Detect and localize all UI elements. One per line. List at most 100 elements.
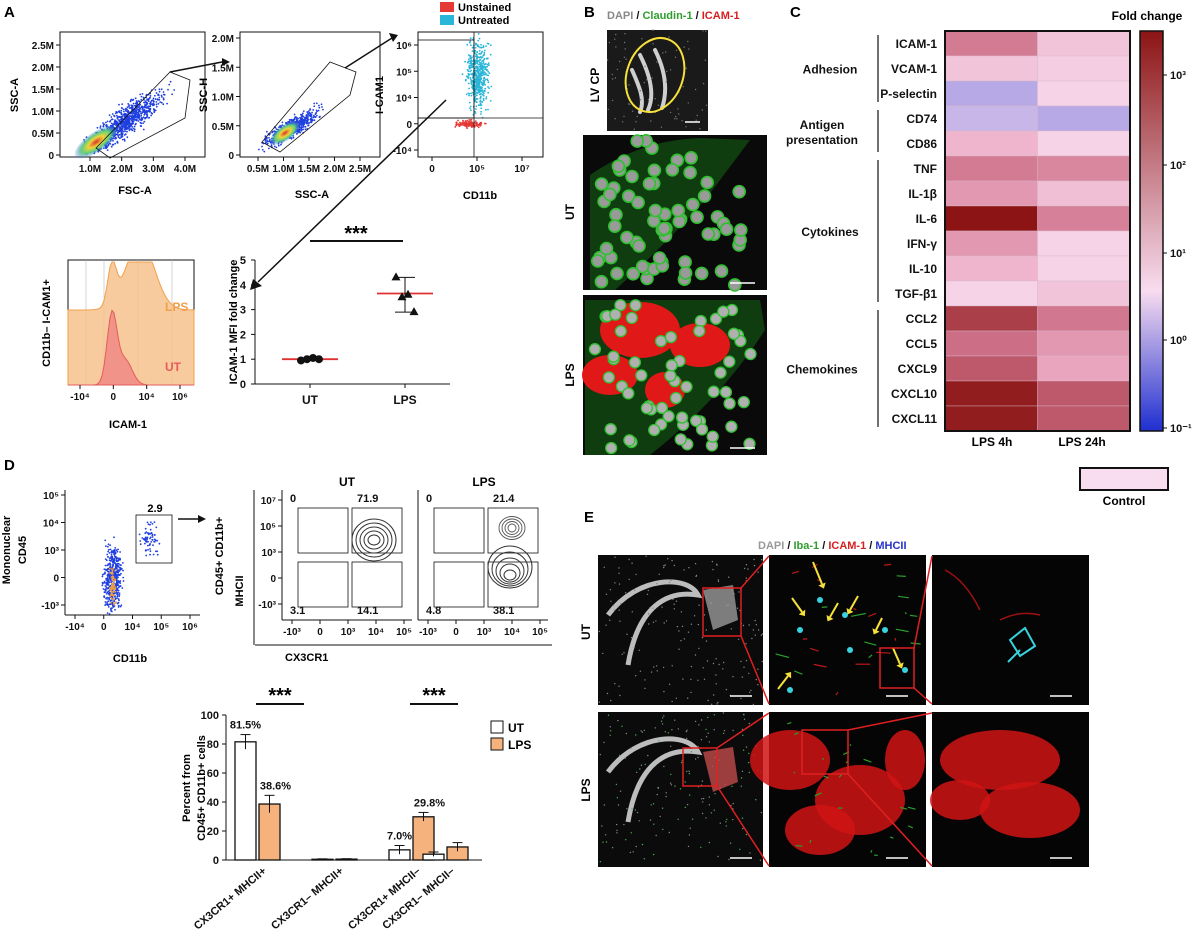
d-quad-value: 0 (426, 493, 432, 505)
e-speck (641, 731, 644, 733)
d-plot1-dot (104, 604, 106, 606)
panel-letter-e: E (584, 509, 594, 526)
a-mfi-ytick-label: 1 (240, 354, 246, 366)
e-speck (653, 823, 655, 825)
d-quad-xtick-label: 10³ (477, 627, 492, 638)
a-plot3-dot (471, 50, 474, 52)
d-plot1-dot (105, 559, 108, 562)
d-quad-contour (499, 563, 521, 583)
a-plot2-dot (302, 119, 305, 122)
d-bar-marks: 81.5%38.6%7.0%29.8% (230, 720, 469, 861)
d-plot1-dot (114, 576, 117, 579)
e-ut-vessel (944, 569, 1041, 621)
b-ut-nucleus (630, 134, 645, 148)
e-speck (630, 747, 632, 749)
a-plot3-dot (477, 79, 480, 82)
d-plot1-dot (112, 575, 114, 578)
e-fiber (813, 663, 827, 668)
title-part: / (819, 540, 828, 552)
d-quad-gate (433, 507, 485, 554)
e-arrow-head (818, 582, 826, 589)
a-plot1-dot (128, 129, 131, 132)
a-plot3-dot (474, 112, 477, 115)
e-speck (624, 757, 626, 759)
e-speck (628, 558, 630, 561)
e-speck (644, 763, 646, 766)
e-speck (698, 724, 700, 726)
a-plot1-dot (123, 124, 126, 126)
e-speck (602, 652, 604, 655)
d-plot1-dot (112, 567, 115, 570)
d-plot1-dot (103, 568, 106, 571)
a-plot3-dot (479, 89, 482, 92)
a-plot3-dot (482, 66, 485, 68)
d-plot1-dot (107, 556, 109, 558)
c-row-label: P-selectin (880, 87, 937, 101)
e-fiber (809, 647, 819, 652)
a-arrow-3 (257, 99, 447, 283)
e-speck (690, 691, 692, 694)
d-plot1-dot (115, 601, 117, 604)
e-speck (688, 834, 691, 836)
d-plot1-dot (101, 584, 104, 587)
a-plot3-dot (468, 41, 471, 44)
e-speck (678, 648, 680, 650)
a-plot1-dot (143, 120, 146, 123)
d-plot1-dot (114, 597, 117, 600)
e-speck (757, 629, 760, 631)
a-plot3-dot (477, 72, 479, 74)
e-speck (761, 660, 763, 663)
b-lvcp-speck (639, 90, 641, 92)
a-plot3-dot (468, 73, 471, 76)
b-lps-nucleus (744, 347, 757, 361)
a-plot2-dot (266, 130, 268, 133)
a-plot3-dot (478, 70, 480, 72)
c-heat-cell (944, 405, 1038, 432)
a-plot1-dot (162, 93, 165, 96)
a-plot3-dot (468, 54, 471, 57)
a-plot3-dot (487, 108, 489, 111)
e-arrow (875, 617, 883, 631)
b-lvcp-speck (675, 49, 678, 52)
d-quad-contour (501, 518, 523, 538)
a-plot3-dot (487, 70, 490, 73)
a-plot2-ylabel: SSC-H (198, 78, 210, 112)
a-plot1-dot (157, 94, 160, 96)
d-quad-xtick-label: 10³ (341, 627, 356, 638)
d-plot1-dot (115, 549, 118, 552)
a-plot2-dot (315, 112, 318, 114)
a-plot3-dot (485, 96, 488, 98)
a-plot3-xtick-label: 10⁵ (469, 164, 485, 175)
d-plot1-dot (150, 521, 152, 524)
b-ut-nucleus (672, 214, 687, 229)
e-speck (717, 701, 719, 704)
c-heat-cell (944, 80, 1038, 107)
a-plot3-dot (479, 63, 482, 66)
a-plot1-dot (130, 104, 133, 107)
a-plot1-dot (126, 121, 128, 124)
d-plot1-dot (107, 600, 110, 603)
d-plot1-dot (139, 543, 142, 546)
d-quad-xtick-label: 10⁵ (532, 627, 548, 638)
d-plot1-dot (122, 562, 124, 564)
d-plot1-gate-value: 2.9 (147, 503, 162, 515)
d-plot1-gate (135, 514, 173, 564)
a-arrow-2 (344, 37, 393, 69)
d-plot1-dot (149, 536, 152, 539)
d-plot1-dot (114, 547, 117, 549)
e-speck (743, 718, 746, 720)
d-quad-ytick-label: 10⁵ (260, 522, 276, 533)
a-plot3-dot (467, 82, 470, 85)
d-plot1-dot (107, 575, 109, 578)
a-plot1-dot (141, 112, 144, 114)
e-fiber (821, 606, 828, 608)
e-lps-box2 (801, 729, 849, 775)
a-plot3-dot (482, 79, 485, 82)
e-speck (636, 771, 638, 774)
a-plot1-dot (106, 146, 108, 149)
e-speck (663, 690, 665, 693)
b-lvcp-circle (624, 37, 686, 113)
a-plot1-dot (122, 125, 125, 128)
a-plot3-dot (479, 72, 481, 75)
e-speck (674, 719, 676, 721)
